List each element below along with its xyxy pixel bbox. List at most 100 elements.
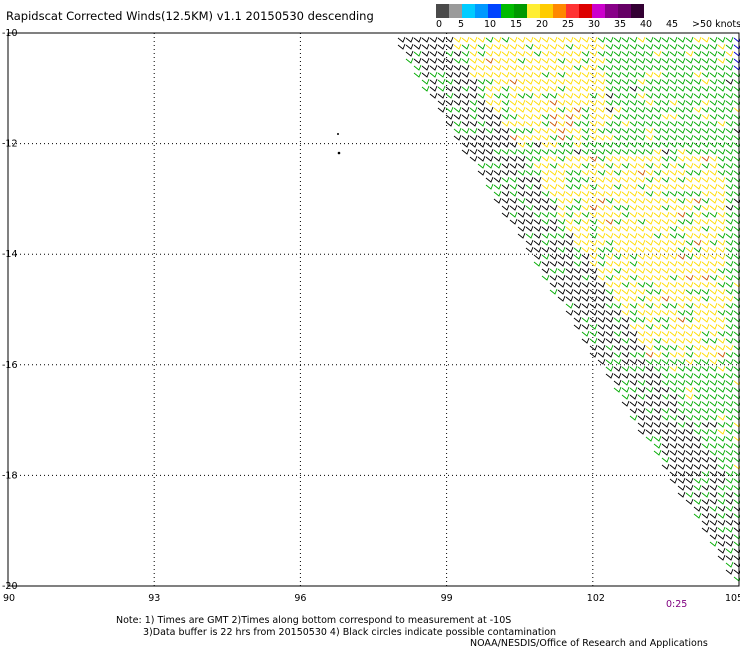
wind-barb	[501, 120, 510, 127]
wind-barb	[461, 106, 470, 113]
wind-barb	[613, 295, 622, 302]
wind-barb	[693, 456, 702, 463]
wind-barb	[405, 43, 414, 50]
legend-swatch	[618, 4, 631, 18]
wind-barb	[565, 274, 574, 281]
wind-barb	[621, 127, 630, 134]
wind-barb	[685, 393, 694, 400]
wind-barb	[557, 253, 566, 260]
wind-barb	[621, 155, 630, 162]
wind-barb	[653, 302, 662, 309]
wind-barb	[677, 78, 686, 85]
wind-barb	[709, 246, 718, 253]
map-frame	[7, 32, 740, 587]
wind-barb	[669, 225, 678, 232]
wind-barb	[629, 407, 638, 414]
wind-barb	[501, 99, 510, 106]
wind-barb	[645, 85, 654, 92]
wind-barb	[613, 176, 622, 183]
wind-barb	[629, 337, 638, 344]
wind-barb	[565, 302, 574, 309]
wind-barb	[709, 260, 718, 267]
wind-barb	[701, 449, 710, 456]
wind-barb	[621, 43, 630, 50]
wind-barb	[597, 246, 606, 253]
wind-barb	[693, 442, 702, 449]
wind-barb	[429, 50, 438, 57]
wind-barb	[541, 57, 550, 64]
wind-barb	[461, 71, 470, 78]
wind-barb	[605, 57, 614, 64]
legend-label: 5	[458, 19, 465, 30]
wind-barb	[717, 484, 726, 491]
wind-barb	[717, 449, 726, 456]
wind-barb	[693, 183, 702, 190]
wind-barb	[421, 50, 430, 57]
wind-barb	[685, 218, 694, 225]
wind-barb	[629, 197, 638, 204]
wind-barb	[501, 71, 510, 78]
wind-barb	[725, 190, 734, 197]
legend-label: 35	[614, 19, 627, 30]
wind-barb	[533, 99, 542, 106]
wind-barb	[725, 204, 734, 211]
wind-barb	[693, 309, 702, 316]
wind-barb	[717, 246, 726, 253]
wind-barb	[469, 148, 478, 155]
wind-barb	[605, 85, 614, 92]
wind-barb	[669, 169, 678, 176]
wind-barb	[461, 99, 470, 106]
wind-barb	[605, 260, 614, 267]
wind-barb	[701, 36, 710, 43]
wind-barb	[685, 57, 694, 64]
wind-barb	[613, 344, 622, 351]
wind-barb	[573, 232, 582, 239]
wind-barb	[485, 106, 494, 113]
wind-barb	[669, 463, 678, 470]
wind-barb	[677, 344, 686, 351]
wind-barb	[661, 330, 670, 337]
wind-barb	[629, 64, 638, 71]
wind-barb	[549, 169, 558, 176]
wind-barb	[725, 344, 734, 351]
wind-barb	[717, 379, 726, 386]
wind-barb	[549, 64, 558, 71]
wind-barb	[645, 253, 654, 260]
wind-barb	[533, 64, 542, 71]
wind-barb	[669, 162, 678, 169]
wind-barb	[605, 253, 614, 260]
wind-barb	[557, 71, 566, 78]
wind-barb	[533, 71, 542, 78]
wind-barb	[629, 274, 638, 281]
lat-tick-label: -14	[2, 249, 18, 260]
wind-barb	[549, 120, 558, 127]
wind-barb	[669, 344, 678, 351]
wind-barb	[637, 99, 646, 106]
wind-barb	[645, 435, 654, 442]
wind-barb	[685, 197, 694, 204]
wind-barb	[557, 162, 566, 169]
wind-barb	[581, 302, 590, 309]
wind-barb	[709, 288, 718, 295]
wind-barb	[661, 57, 670, 64]
wind-barb	[605, 36, 614, 43]
wind-barb	[693, 134, 702, 141]
wind-barb	[509, 169, 518, 176]
wind-barb	[605, 344, 614, 351]
wind-barb	[701, 211, 710, 218]
legend-label: >50 knots	[692, 19, 740, 30]
wind-barb	[453, 36, 462, 43]
wind-barb	[717, 358, 726, 365]
lon-tick-label: 96	[294, 593, 306, 604]
wind-barb	[517, 106, 526, 113]
wind-barb	[589, 239, 598, 246]
wind-barb	[661, 162, 670, 169]
wind-barb	[525, 176, 534, 183]
wind-barb	[677, 148, 686, 155]
wind-barb	[717, 99, 726, 106]
wind-barb	[677, 43, 686, 50]
wind-barb	[573, 106, 582, 113]
wind-barb	[645, 344, 654, 351]
wind-barb	[589, 106, 598, 113]
wind-barb	[725, 274, 734, 281]
